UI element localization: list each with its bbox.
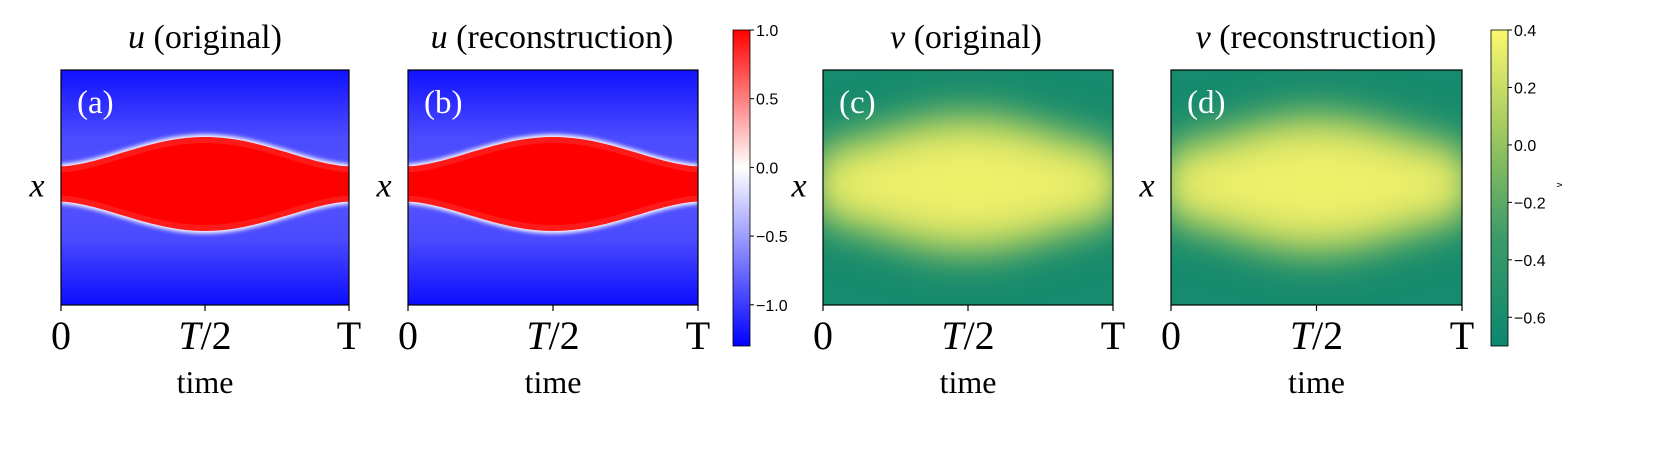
y-axis-label: x <box>790 168 806 205</box>
colorbar-tick-label: −1.0 <box>756 298 788 315</box>
colorbar-tick-label: 0.0 <box>1514 138 1536 155</box>
x-tick-label: 0 <box>398 313 418 358</box>
y-axis-label: x <box>1138 168 1154 205</box>
panel-title: u (reconstruction) <box>431 19 674 56</box>
title-variable: u <box>431 19 448 56</box>
panel-label: (a) <box>77 85 114 121</box>
colorbar-label: v <box>1554 182 1564 187</box>
panel-label: (d) <box>1187 85 1225 121</box>
panel-label: (b) <box>424 85 462 121</box>
x-tick-label: T <box>1450 313 1474 358</box>
y-axis-label: x <box>28 168 44 205</box>
x-tick-label: T/2 <box>178 313 231 358</box>
panel-title: u (original) <box>128 19 282 56</box>
x-tick-label: T/2 <box>526 313 579 358</box>
title-text: (original) <box>145 19 282 56</box>
colorbar-v: 0.4 0.2 0.0 −0.2 −0.4 −0.6 v <box>1490 23 1564 347</box>
x-tick-label: T/2 <box>1290 313 1343 358</box>
colorbar-tick-label: 0.4 <box>1514 23 1536 40</box>
band-inner <box>408 143 698 225</box>
heatmap-d <box>1171 70 1462 305</box>
x-tick-label: T/2 <box>941 313 994 358</box>
colorbar-gradient <box>1491 30 1508 346</box>
panel-label: (c) <box>839 85 876 121</box>
title-text: (reconstruction) <box>448 19 674 56</box>
title-text: (reconstruction) <box>1211 19 1437 56</box>
x-tick-label: T <box>1101 313 1125 358</box>
y-axis-label: x <box>375 168 391 205</box>
colorbar-u: 1.0 0.5 0.0 −0.5 −1.0 <box>732 23 788 347</box>
x-tick-label: 0 <box>51 313 71 358</box>
x-tick-label: T <box>686 313 710 358</box>
title-variable: u <box>128 19 145 56</box>
colorbar-tick-label: −0.2 <box>1514 195 1546 212</box>
band-core <box>1171 137 1462 231</box>
colorbar-tick-label: −0.5 <box>756 229 788 246</box>
colorbar-frame <box>732 29 751 347</box>
title-variable: v <box>890 19 906 56</box>
x-tick-label: 0 <box>1161 313 1181 358</box>
colorbar-frame <box>1490 29 1509 347</box>
x-tick-label: 0 <box>813 313 833 358</box>
panel-title: v (reconstruction) <box>1196 19 1437 56</box>
colorbar-tick-label: 0.5 <box>756 92 778 109</box>
heatmap-b <box>408 70 698 305</box>
colorbar-tick-label: −0.6 <box>1514 310 1546 327</box>
heatmap-c <box>823 70 1113 305</box>
x-axis-label: time <box>177 364 234 400</box>
heatmap-a <box>61 70 349 305</box>
colorbar-tick-label: 0.2 <box>1514 80 1536 97</box>
colorbar-tick-label: −0.4 <box>1514 253 1546 270</box>
x-tick-label: T <box>337 313 361 358</box>
panel-title: v (original) <box>890 19 1042 56</box>
x-axis-label: time <box>525 364 582 400</box>
x-axis-label: time <box>940 364 997 400</box>
colorbar-tick-label: 1.0 <box>756 23 778 40</box>
title-variable: v <box>1196 19 1212 56</box>
x-axis-label: time <box>1288 364 1345 400</box>
colorbar-tick-label: 0.0 <box>756 160 778 177</box>
band-inner <box>61 143 349 225</box>
band-core <box>823 137 1113 231</box>
colorbar-gradient <box>733 30 750 346</box>
title-text: (original) <box>905 19 1042 56</box>
